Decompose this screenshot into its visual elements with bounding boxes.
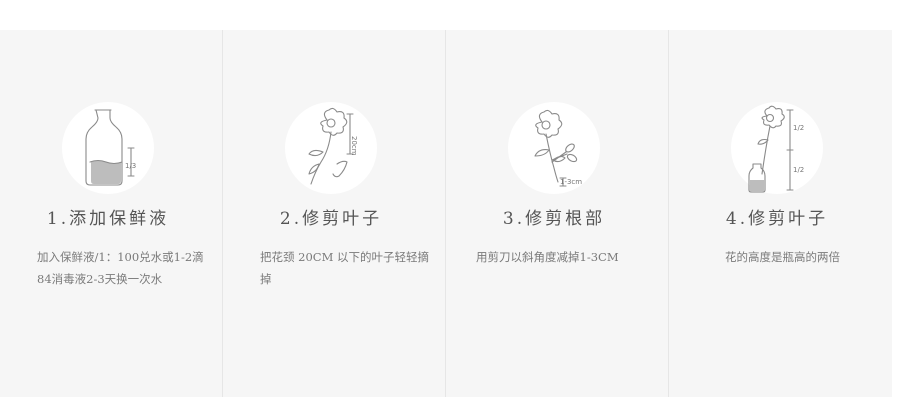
flower-hand-icon: 20cm [308,107,358,185]
step-card-3: 1-3cm 3.修剪根部 用剪刀以斜角度减掉1-3CM [446,30,669,397]
care-steps-panel: 1/3 1.添加保鲜液 加入保鲜液/1：100兑水或1-2滴84消毒液2-3天换… [0,30,892,397]
step-card-4: 1/2 1/2 4.修剪叶子 花的高度是瓶高的两倍 [669,30,892,397]
lower-half-label: 1/2 [793,166,804,174]
upper-half-label: 1/2 [793,124,804,132]
step-icon-circle: 1/2 1/2 [731,102,823,194]
step-icon-circle: 1/3 [62,102,154,194]
step-description: 花的高度是瓶高的两倍 [725,250,840,264]
bottle-ratio-label: 1/3 [125,162,136,170]
step-description: 用剪刀以斜角度减掉1-3CM [476,250,619,264]
step-title: 2.修剪叶子 [279,209,383,229]
cut-length-label: 1-3cm [560,178,582,186]
step-title: 4.修剪叶子 [725,209,829,229]
step-title: 3.修剪根部 [502,209,606,229]
step-card-2: 20cm 2.修剪叶子 把花颈 20CM 以下的叶子轻轻摘掉 [223,30,446,397]
step-description: 把花颈 20CM 以下的叶子轻轻摘掉 [260,250,430,286]
bottle-icon: 1/3 [85,109,136,186]
flower-vase-icon: 1/2 1/2 [748,105,804,193]
step-icon-circle: 1-3cm [508,102,600,194]
step-title: 1.添加保鲜液 [46,209,170,229]
flower-scissors-icon: 1-3cm [534,109,582,187]
length-label: 20cm [350,136,358,156]
step-icon-circle: 20cm [285,102,377,194]
step-card-1: 1/3 1.添加保鲜液 加入保鲜液/1：100兑水或1-2滴84消毒液2-3天换… [0,30,223,397]
step-description: 加入保鲜液/1：100兑水或1-2滴84消毒液2-3天换一次水 [37,250,204,286]
